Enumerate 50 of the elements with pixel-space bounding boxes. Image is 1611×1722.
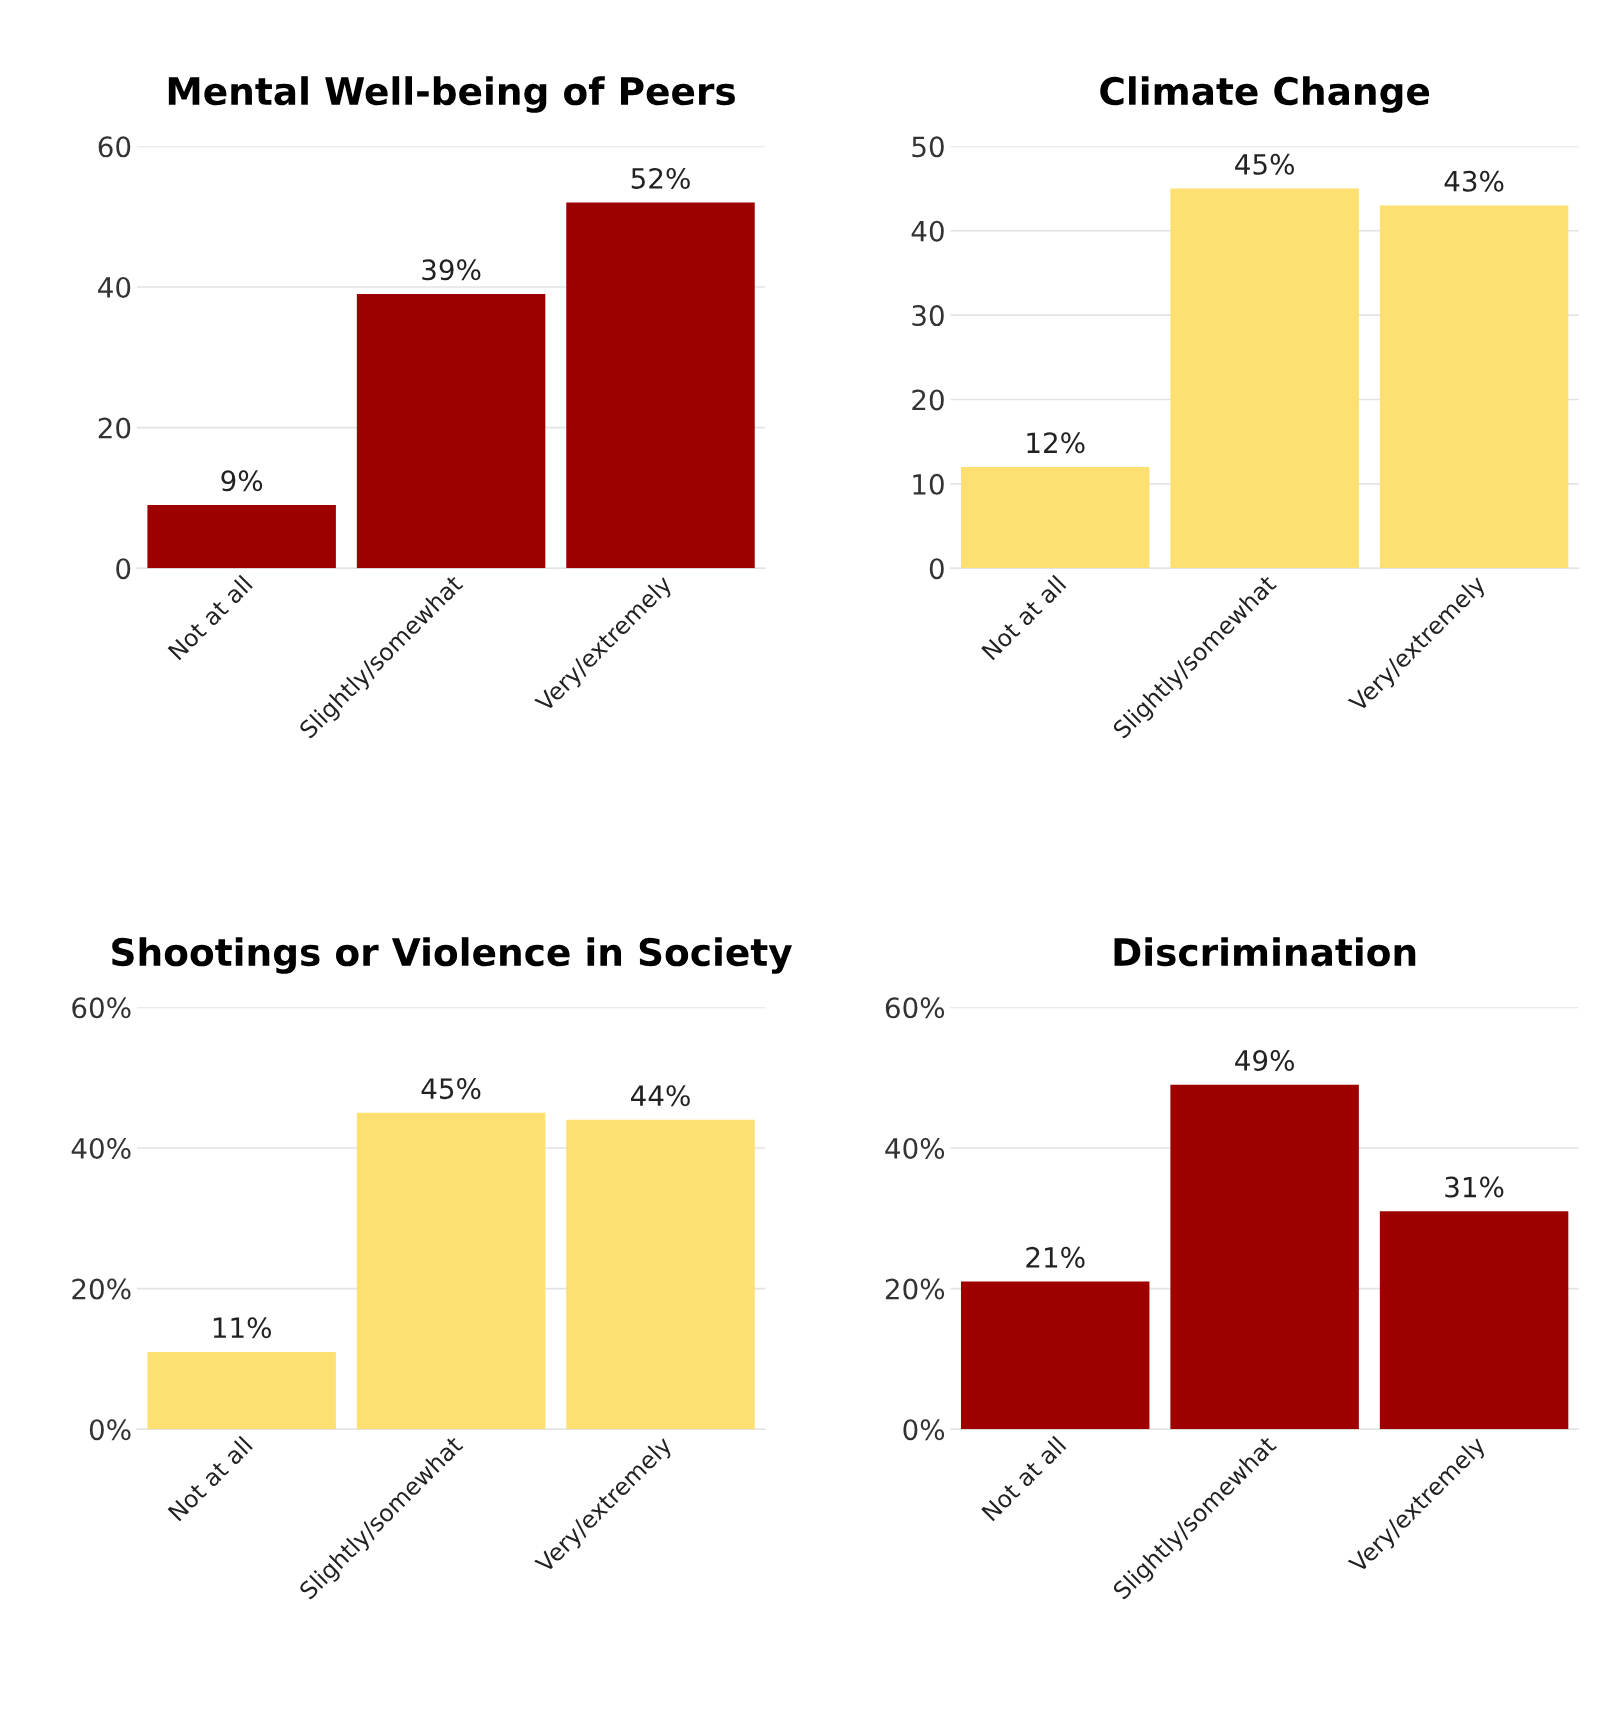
chart-title: Discrimination [1114, 937, 1416, 967]
bar [1379, 1211, 1569, 1430]
y-tick-label: 20% [72, 1278, 131, 1300]
y-tick-label: 20 [912, 389, 944, 411]
y-tick-label: 0 [116, 558, 131, 580]
data-label: 44% [631, 1085, 690, 1107]
data-label: 11% [213, 1317, 271, 1339]
y-tick-label: 50 [912, 136, 944, 158]
bar [960, 1281, 1150, 1430]
x-tick-label: Not at all [167, 574, 254, 661]
y-tick-label: 0 [929, 558, 944, 580]
data-label: 12% [1027, 432, 1085, 454]
data-label: 52% [631, 167, 690, 189]
y-tick-label: 0% [903, 1419, 945, 1441]
chart-title: Climate Change [1100, 76, 1430, 113]
data-label: 43% [1444, 170, 1504, 192]
data-label: 31% [1445, 1176, 1504, 1198]
y-tick-label: 40 [98, 276, 131, 298]
y-tick-label: 60% [885, 997, 945, 1019]
chart-title: Shootings or Violence in Society [112, 937, 792, 974]
y-tick-label: 30 [912, 305, 944, 327]
x-tick-label: Not at all [980, 1435, 1067, 1522]
y-tick-label: 20% [885, 1278, 945, 1300]
bar [1379, 205, 1569, 569]
bar [1170, 1084, 1359, 1430]
chart-title: Mental Well-being of Peers [168, 76, 735, 113]
bar [1170, 188, 1359, 569]
bar [566, 202, 755, 569]
data-label: 45% [1235, 153, 1294, 175]
y-tick-label: 40% [71, 1137, 131, 1159]
data-label: 9% [221, 470, 263, 492]
data-label: 49% [1235, 1049, 1294, 1071]
y-tick-label: 40% [885, 1137, 945, 1159]
x-tick-label: Not at all [167, 1435, 254, 1522]
bar [147, 1351, 336, 1430]
data-label: 21% [1026, 1246, 1085, 1268]
x-tick-label: Not at all [980, 574, 1067, 661]
bar [356, 1112, 546, 1430]
bar [566, 1119, 755, 1430]
y-tick-label: 20 [98, 417, 131, 439]
y-tick-label: 60 [98, 136, 131, 158]
data-label: 45% [421, 1078, 481, 1100]
y-tick-label: 40 [911, 220, 944, 242]
bar [960, 467, 1150, 569]
bar [356, 294, 546, 569]
bar [147, 504, 336, 569]
y-tick-label: 60% [72, 997, 131, 1019]
y-tick-label: 10 [913, 473, 944, 495]
y-tick-label: 0% [89, 1419, 131, 1441]
data-label: 39% [422, 259, 481, 281]
